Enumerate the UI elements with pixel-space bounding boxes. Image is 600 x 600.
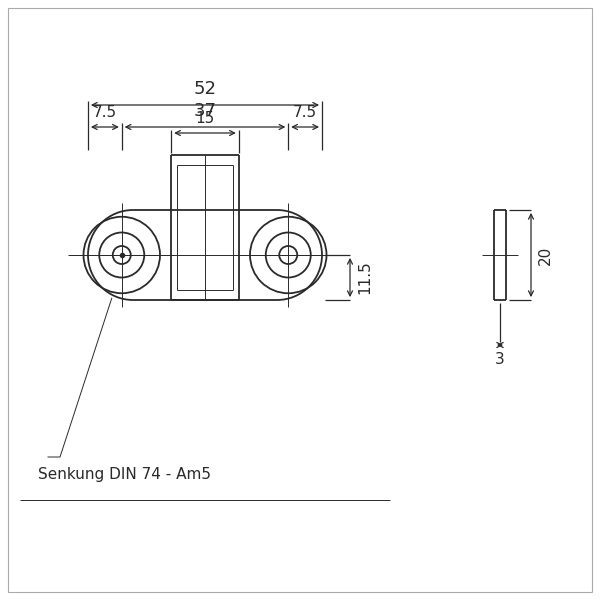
Text: 15: 15 (196, 111, 215, 126)
Text: 3: 3 (495, 352, 505, 367)
Text: 52: 52 (193, 80, 217, 98)
Text: 20: 20 (538, 245, 553, 265)
Text: Senkung DIN 74 - Am5: Senkung DIN 74 - Am5 (38, 467, 211, 482)
Text: 37: 37 (193, 102, 217, 120)
Text: 7.5: 7.5 (293, 105, 317, 120)
Text: 11.5: 11.5 (357, 260, 372, 295)
Text: 7.5: 7.5 (93, 105, 117, 120)
